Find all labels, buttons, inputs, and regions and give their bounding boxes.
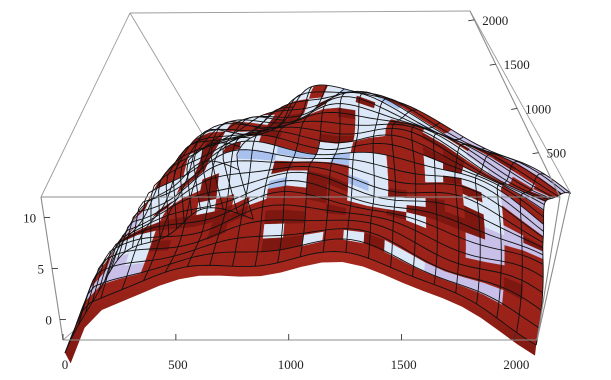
surface-patch xyxy=(240,238,264,254)
mesh-line-x xyxy=(475,153,505,305)
surface-mesh xyxy=(64,84,572,353)
mesh-line-x xyxy=(322,91,363,253)
z-tick-label: 10 xyxy=(23,210,36,225)
mesh-line-y xyxy=(179,111,549,222)
mesh-line-x xyxy=(345,91,380,253)
mesh-line-x xyxy=(516,173,546,333)
surface-patch xyxy=(237,252,262,267)
x-tick-label: 0 xyxy=(62,357,69,372)
y-tick-mark xyxy=(489,63,496,66)
x-tick-label: 1000 xyxy=(278,357,304,372)
z-tick-label: 5 xyxy=(38,262,45,277)
y-tick-label: 2000 xyxy=(482,13,508,28)
box-front-edge-5 xyxy=(469,10,561,198)
y-tick-mark xyxy=(468,19,475,22)
surface-patch xyxy=(287,170,309,179)
surface-patch xyxy=(407,181,426,191)
y-tick-label: 1500 xyxy=(504,57,530,72)
z-axis: 0 5 10 xyxy=(23,210,66,328)
mesh-line-y xyxy=(173,120,546,229)
mesh-line-y xyxy=(158,130,544,240)
surface-patch xyxy=(265,196,287,212)
x-tick-label: 500 xyxy=(168,357,188,372)
box-back-edge-3 xyxy=(129,10,471,14)
surface-patch xyxy=(284,209,306,225)
mesh-line-x xyxy=(367,98,398,259)
surface-front-lip xyxy=(64,251,537,364)
surface-patch xyxy=(239,141,260,151)
x-axis: 0 500 1000 1500 2000 xyxy=(62,334,529,372)
surface-patch xyxy=(324,213,346,224)
x-tick-label: 1500 xyxy=(391,357,417,372)
mesh-line-y xyxy=(186,103,552,215)
surface-patch xyxy=(264,209,286,225)
mesh-line-y xyxy=(140,140,544,245)
y-tick-label: 500 xyxy=(547,146,567,161)
surface-patch xyxy=(285,196,307,212)
y-axis: 500 1000 1500 2000 xyxy=(468,13,566,161)
box-back-edge-4 xyxy=(40,12,131,198)
mesh-line-y xyxy=(222,91,566,214)
mesh-line-x xyxy=(390,109,418,268)
box-front-edge-3 xyxy=(536,196,561,341)
surface-patch xyxy=(337,126,356,137)
y-tick-label: 1000 xyxy=(525,101,551,116)
box-front-edge-1 xyxy=(536,191,571,341)
box-back-edge-5 xyxy=(469,10,571,193)
z-tick-label: 0 xyxy=(45,313,52,328)
surface-patch xyxy=(217,253,241,267)
y-tick-mark xyxy=(532,152,539,155)
surface-patch xyxy=(304,211,326,224)
mesh-line-y xyxy=(150,134,544,243)
bounding-box-front xyxy=(40,10,571,341)
y-tick-mark xyxy=(511,107,518,110)
mesh-line-x xyxy=(496,161,524,319)
mesh-line-y xyxy=(165,126,545,235)
x-tick-label: 2000 xyxy=(503,357,529,372)
mesh-line-y xyxy=(193,96,555,210)
mesh-line-y xyxy=(236,84,572,220)
